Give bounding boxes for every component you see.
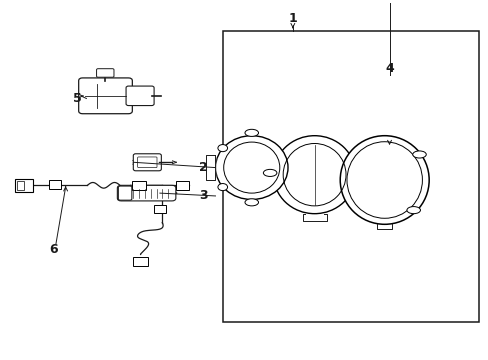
Text: 3: 3 (199, 189, 207, 202)
Ellipse shape (215, 136, 287, 199)
Ellipse shape (340, 136, 428, 224)
Polygon shape (205, 155, 215, 180)
Text: 2: 2 (199, 161, 207, 174)
Bar (49, 180, 61, 189)
Ellipse shape (273, 136, 355, 214)
Text: 1: 1 (288, 12, 297, 25)
Text: 6: 6 (49, 243, 58, 256)
FancyBboxPatch shape (133, 154, 161, 171)
Ellipse shape (218, 184, 227, 191)
FancyBboxPatch shape (138, 157, 157, 168)
FancyBboxPatch shape (126, 86, 154, 105)
Bar (132, 181, 145, 190)
Bar (17, 181, 24, 190)
FancyBboxPatch shape (96, 69, 114, 77)
Text: 4: 4 (385, 62, 393, 75)
FancyBboxPatch shape (117, 185, 176, 201)
FancyBboxPatch shape (79, 78, 132, 114)
Bar (153, 205, 166, 213)
Ellipse shape (263, 169, 276, 176)
Ellipse shape (244, 199, 258, 206)
FancyBboxPatch shape (118, 186, 132, 200)
Ellipse shape (412, 151, 426, 158)
Bar (133, 257, 147, 266)
Ellipse shape (406, 207, 420, 214)
Bar (15, 179, 33, 192)
Ellipse shape (244, 129, 258, 136)
Bar (223, 31, 478, 322)
Ellipse shape (218, 145, 227, 152)
Text: 5: 5 (73, 92, 82, 105)
Bar (176, 181, 189, 190)
